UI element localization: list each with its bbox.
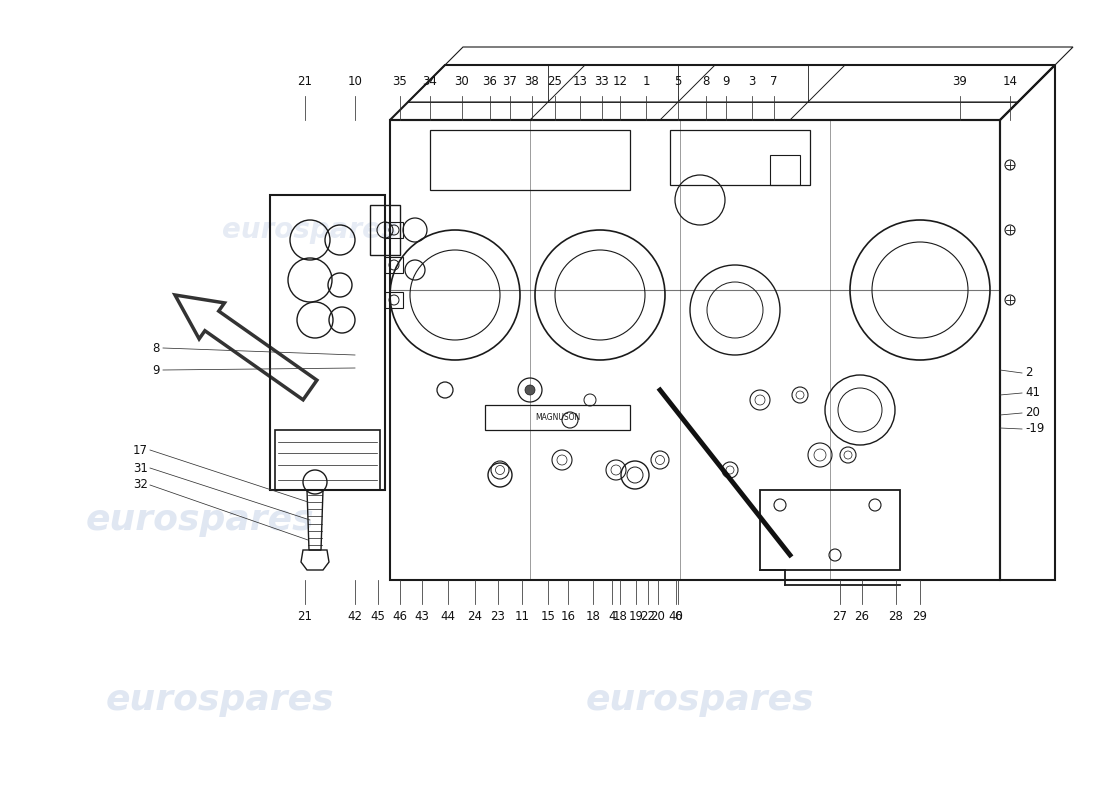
Text: 31: 31 [133,462,148,474]
Text: 35: 35 [393,75,407,88]
Text: 25: 25 [548,75,562,88]
Bar [385,292,403,308]
Bar [670,130,810,185]
Text: 46: 46 [393,610,407,623]
Text: 33: 33 [595,75,609,88]
Text: 42: 42 [348,610,363,623]
Text: 12: 12 [613,75,627,88]
Bar [430,130,630,190]
Text: 1: 1 [642,75,650,88]
Text: 20: 20 [650,610,666,623]
Text: eurospares: eurospares [585,683,814,717]
Text: 38: 38 [525,75,539,88]
Text: 11: 11 [515,610,529,623]
Bar [270,195,385,490]
Text: 16: 16 [561,610,575,623]
Bar [275,430,380,490]
Text: 23: 23 [491,610,505,623]
Text: 7: 7 [770,75,778,88]
Text: 2: 2 [1025,366,1033,379]
Text: 8: 8 [702,75,710,88]
Text: eurospares: eurospares [86,503,315,537]
Text: 28: 28 [889,610,903,623]
Text: 5: 5 [674,75,682,88]
Text: 32: 32 [133,478,148,491]
Text: 6: 6 [674,610,682,623]
Text: 21: 21 [297,75,312,88]
Text: 30: 30 [454,75,470,88]
Bar [385,222,403,238]
Text: 29: 29 [913,610,927,623]
Text: 9: 9 [153,363,159,377]
Text: 9: 9 [723,75,729,88]
Text: 45: 45 [371,610,385,623]
Text: 27: 27 [833,610,847,623]
Text: MAGNUSON: MAGNUSON [536,414,581,422]
Text: 10: 10 [348,75,362,88]
Text: 39: 39 [953,75,967,88]
Text: 19: 19 [628,610,643,623]
Text: 13: 13 [573,75,587,88]
Text: eurospares: eurospares [222,216,398,244]
Text: 20: 20 [1025,406,1040,419]
Text: 4: 4 [608,610,616,623]
Text: 15: 15 [540,610,556,623]
Text: 24: 24 [468,610,483,623]
Text: 18: 18 [613,610,627,623]
Text: 43: 43 [415,610,429,623]
Text: 22: 22 [640,610,656,623]
Bar [770,155,800,185]
Bar [485,405,630,430]
Bar [370,205,400,255]
Text: 18: 18 [585,610,601,623]
Text: 3: 3 [748,75,756,88]
Bar [760,490,900,570]
Text: -19: -19 [1025,422,1044,435]
Text: 41: 41 [1025,386,1040,399]
Text: eurospares: eurospares [106,683,334,717]
Text: 37: 37 [503,75,517,88]
Text: 14: 14 [1002,75,1018,88]
Text: 21: 21 [297,610,312,623]
Text: 44: 44 [440,610,455,623]
Text: 17: 17 [133,443,148,457]
Bar [385,257,403,273]
Text: 40: 40 [669,610,683,623]
Text: 34: 34 [422,75,438,88]
Circle shape [525,385,535,395]
Text: 26: 26 [855,610,869,623]
Text: 36: 36 [483,75,497,88]
Text: 8: 8 [153,342,159,354]
